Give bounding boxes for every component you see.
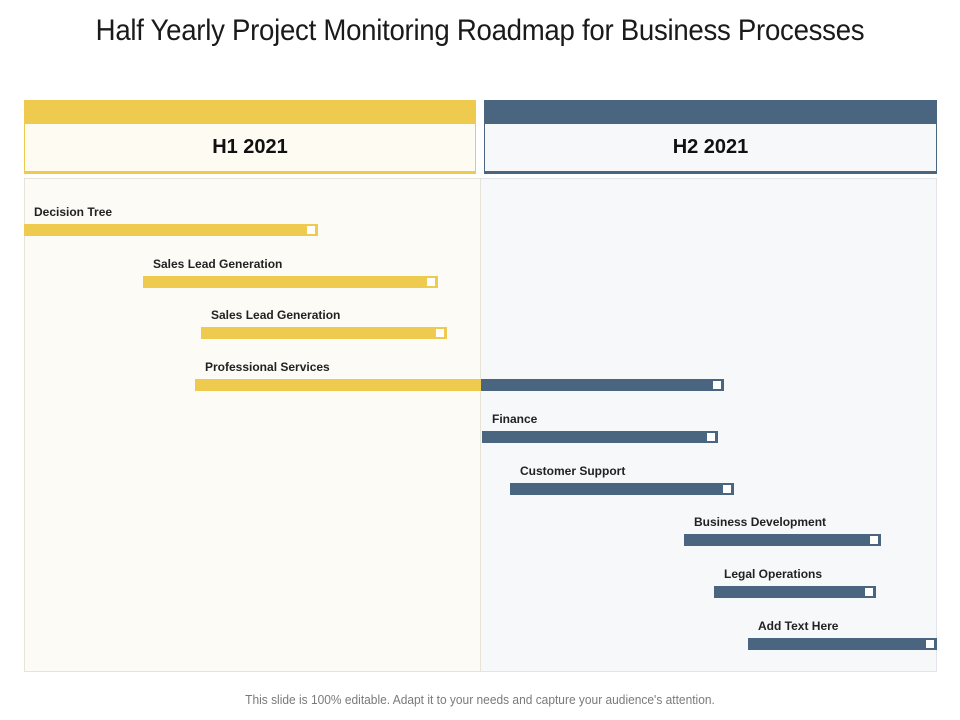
- task-bar-h2-segment: [510, 483, 734, 495]
- task-label: Add Text Here: [758, 619, 839, 633]
- task-label: Customer Support: [520, 464, 626, 478]
- task-bar: [510, 483, 734, 495]
- task-label: Sales Lead Generation: [211, 308, 341, 322]
- h1-panel: [24, 178, 481, 672]
- task-end-marker: [307, 226, 315, 234]
- column-header-h2-label: H2 2021: [484, 124, 937, 174]
- page-title: Half Yearly Project Monitoring Roadmap f…: [95, 14, 865, 47]
- task-bar: [684, 534, 881, 546]
- task-bar: [748, 638, 937, 650]
- task-bar-h1-segment: [143, 276, 438, 288]
- task-end-marker: [865, 588, 873, 596]
- task-bar-h2-segment: [684, 534, 881, 546]
- task-bar-h1-segment: [201, 327, 447, 339]
- column-header-h1: H1 2021: [24, 100, 476, 174]
- column-header-h1-label: H1 2021: [24, 124, 476, 174]
- task-bar-h1-segment: [195, 379, 481, 391]
- task-bar: [201, 327, 447, 339]
- task-bar-h2-segment: [748, 638, 937, 650]
- task-bar: [143, 276, 438, 288]
- column-header-h2-bar: [484, 100, 937, 124]
- task-bar-h1-segment: [24, 224, 318, 236]
- task-bar: [482, 431, 718, 443]
- task-label: Finance: [492, 412, 538, 426]
- task-bar: [714, 586, 876, 598]
- task-bar: [24, 224, 318, 236]
- column-header-h2: H2 2021: [484, 100, 937, 174]
- task-label: Legal Operations: [724, 567, 823, 581]
- task-end-marker: [713, 381, 721, 389]
- task-end-marker: [707, 433, 715, 441]
- task-label: Decision Tree: [34, 205, 113, 219]
- footer-note: This slide is 100% editable. Adapt it to…: [245, 692, 715, 707]
- task-end-marker: [926, 640, 934, 648]
- task-bar-h2-segment: [482, 431, 718, 443]
- task-end-marker: [723, 485, 731, 493]
- column-header-h1-bar: [24, 100, 476, 124]
- task-bar-h2-segment: [714, 586, 876, 598]
- task-end-marker: [870, 536, 878, 544]
- task-end-marker: [436, 329, 444, 337]
- task-end-marker: [427, 278, 435, 286]
- task-label: Business Development: [694, 515, 827, 529]
- task-label: Professional Services: [205, 360, 330, 374]
- task-bar-h2-segment: [481, 379, 724, 391]
- task-bar: [195, 379, 724, 391]
- task-label: Sales Lead Generation: [153, 257, 283, 271]
